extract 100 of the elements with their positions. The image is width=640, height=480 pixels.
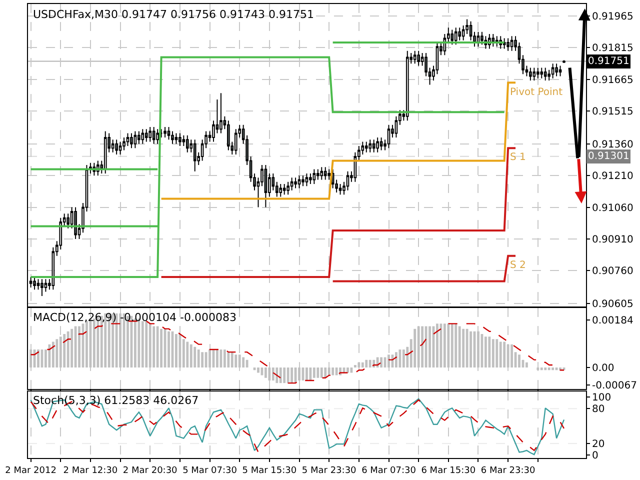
candlestick	[193, 139, 196, 172]
candlestick	[290, 177, 294, 191]
bar	[346, 368, 349, 373]
candlestick	[156, 128, 159, 144]
bar	[354, 364, 356, 368]
y-tick-label: 0.91360	[592, 139, 634, 150]
candlestick	[458, 27, 462, 41]
bar	[503, 342, 506, 368]
candlestick	[227, 120, 230, 151]
candlestick	[115, 139, 118, 155]
candlestick	[164, 126, 166, 138]
candlestick	[279, 184, 282, 198]
candlestick	[368, 139, 372, 153]
bar	[462, 328, 465, 368]
bar	[499, 342, 502, 368]
candlestick	[529, 67, 532, 81]
bar	[201, 352, 204, 368]
candlestick	[312, 168, 316, 185]
bar	[290, 368, 294, 384]
y-tick-label: 100	[592, 392, 612, 404]
candlestick	[502, 38, 506, 50]
bar	[160, 328, 163, 368]
x-tick-label: 5 Mar 15:30	[242, 466, 297, 476]
bar	[395, 352, 398, 368]
bar	[424, 326, 428, 368]
candlestick	[413, 50, 416, 64]
candlestick	[152, 126, 156, 144]
x-tick-label: 6 Mar 07:30	[362, 466, 416, 476]
candlestick	[118, 141, 122, 155]
y-tick-label: 0.91515	[592, 106, 634, 118]
bar	[190, 344, 192, 368]
candlestick	[174, 132, 178, 144]
bar	[443, 324, 446, 368]
bar	[86, 321, 88, 368]
ref-line-label: 0.91301	[588, 151, 630, 162]
bar	[510, 344, 514, 368]
y-tick-label: 0.91210	[592, 171, 634, 182]
candlestick	[316, 168, 320, 180]
candlestick	[532, 67, 536, 81]
series-label: S 1	[510, 152, 526, 163]
bar	[63, 334, 66, 368]
x-tick-label: 6 Mar 15:30	[421, 466, 476, 476]
candlestick	[338, 184, 342, 196]
bar	[518, 354, 520, 368]
y-tick-label: 0.91665	[592, 74, 634, 86]
candlestick	[309, 172, 312, 185]
bar	[246, 360, 248, 368]
bar	[294, 368, 297, 384]
bar	[272, 368, 274, 380]
y-tick-label: 0.90760	[592, 266, 634, 278]
bar	[175, 334, 178, 368]
bar	[37, 349, 40, 368]
y-tick-label: 0.00	[592, 363, 614, 374]
candlestick	[144, 128, 148, 142]
candlestick	[551, 63, 554, 79]
candlestick	[454, 27, 458, 46]
candlestick	[380, 137, 383, 151]
bar	[152, 326, 156, 368]
bar	[216, 349, 218, 368]
bar	[470, 331, 472, 368]
y-tick-label: 0	[592, 450, 598, 462]
candlestick	[148, 126, 152, 142]
candlestick	[376, 137, 379, 153]
candlestick	[450, 29, 454, 46]
x-tick-label: 5 Mar 23:30	[302, 466, 357, 476]
bar	[66, 331, 70, 368]
bar	[365, 360, 368, 368]
candlestick	[544, 67, 547, 81]
bar	[204, 352, 208, 368]
bar	[227, 352, 230, 368]
candlestick	[171, 130, 174, 144]
x-tick-label: 2 Mar 20:30	[122, 466, 178, 476]
y-tick-label: 0.91060	[592, 202, 634, 214]
bar	[309, 368, 312, 380]
candlestick	[44, 278, 48, 292]
candlestick	[492, 34, 495, 48]
bar	[242, 357, 245, 368]
bar	[488, 336, 491, 368]
bar	[454, 324, 458, 368]
bar	[276, 368, 278, 384]
bar	[361, 362, 364, 368]
y-tick-label: 0.90605	[592, 298, 634, 310]
candlestick	[346, 170, 350, 191]
bar	[230, 352, 234, 368]
y-tick-label: 0.00184	[592, 316, 634, 327]
candlestick	[510, 36, 514, 52]
bar	[335, 368, 338, 376]
bar	[141, 321, 144, 368]
candlestick	[122, 137, 126, 151]
y-tick-label: 0.90910	[592, 234, 634, 246]
bar	[56, 339, 58, 368]
bar	[332, 368, 334, 376]
bar	[440, 324, 442, 368]
bar	[145, 321, 148, 368]
candlestick	[364, 141, 368, 153]
bar	[320, 368, 323, 378]
bar	[484, 336, 487, 368]
bar	[540, 368, 543, 370]
candlestick	[134, 130, 137, 149]
ref-line-label: 0.91751	[588, 56, 630, 67]
